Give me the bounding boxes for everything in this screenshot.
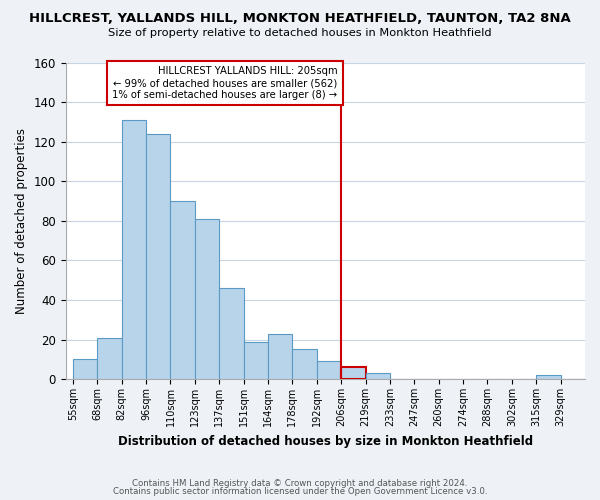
Bar — [341, 368, 365, 379]
Bar — [268, 334, 292, 379]
Bar — [146, 134, 170, 379]
Text: HILLCREST, YALLANDS HILL, MONKTON HEATHFIELD, TAUNTON, TA2 8NA: HILLCREST, YALLANDS HILL, MONKTON HEATHF… — [29, 12, 571, 26]
Text: Contains public sector information licensed under the Open Government Licence v3: Contains public sector information licen… — [113, 487, 487, 496]
Text: HILLCREST YALLANDS HILL: 205sqm
← 99% of detached houses are smaller (562)
1% of: HILLCREST YALLANDS HILL: 205sqm ← 99% of… — [112, 66, 338, 100]
Bar — [536, 375, 560, 379]
Bar — [244, 342, 268, 379]
Bar — [365, 373, 390, 379]
Bar — [317, 362, 341, 379]
Bar — [170, 201, 195, 379]
Bar — [122, 120, 146, 379]
X-axis label: Distribution of detached houses by size in Monkton Heathfield: Distribution of detached houses by size … — [118, 434, 533, 448]
Y-axis label: Number of detached properties: Number of detached properties — [15, 128, 28, 314]
Text: Size of property relative to detached houses in Monkton Heathfield: Size of property relative to detached ho… — [108, 28, 492, 38]
Bar — [219, 288, 244, 379]
Bar — [73, 360, 97, 379]
Bar — [97, 338, 122, 379]
Bar — [292, 350, 317, 379]
Bar — [195, 219, 219, 379]
Text: Contains HM Land Registry data © Crown copyright and database right 2024.: Contains HM Land Registry data © Crown c… — [132, 478, 468, 488]
